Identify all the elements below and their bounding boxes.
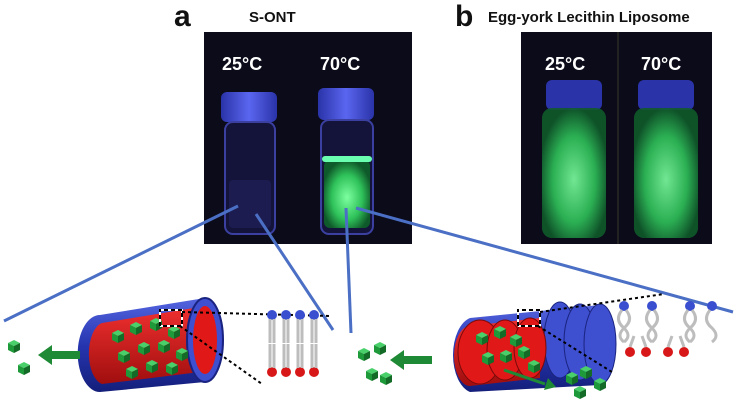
connector-lines <box>3 204 734 334</box>
panel-a-title: S-ONT <box>249 9 296 26</box>
bilayer-left <box>265 308 321 379</box>
sont-tube-opened <box>453 301 617 392</box>
vial-25c-a <box>221 92 277 235</box>
panel-a-temp-left: 25°C <box>222 54 262 74</box>
panel-a-temp-right: 70°C <box>320 54 360 74</box>
release-arrow-left <box>8 340 80 375</box>
panel-b-temp-left: 25°C <box>545 54 585 74</box>
panel-a-letter: a <box>174 0 191 33</box>
panel-b-temp-right: 70°C <box>641 54 681 74</box>
vial-25c-b <box>542 80 606 238</box>
vial-70c-a <box>318 88 374 235</box>
panel-b-title: Egg-york Lecithin Liposome <box>488 9 690 26</box>
panel-a-photo: 25°C 70°C <box>204 32 412 244</box>
release-arrow-right <box>358 342 606 399</box>
vial-70c-b <box>634 80 698 238</box>
sont-tube-intact <box>77 297 224 392</box>
panel-b-photo: 25°C 70°C <box>521 32 712 244</box>
bilayer-right-disordered <box>617 301 718 357</box>
panel-b-letter: b <box>455 0 474 33</box>
